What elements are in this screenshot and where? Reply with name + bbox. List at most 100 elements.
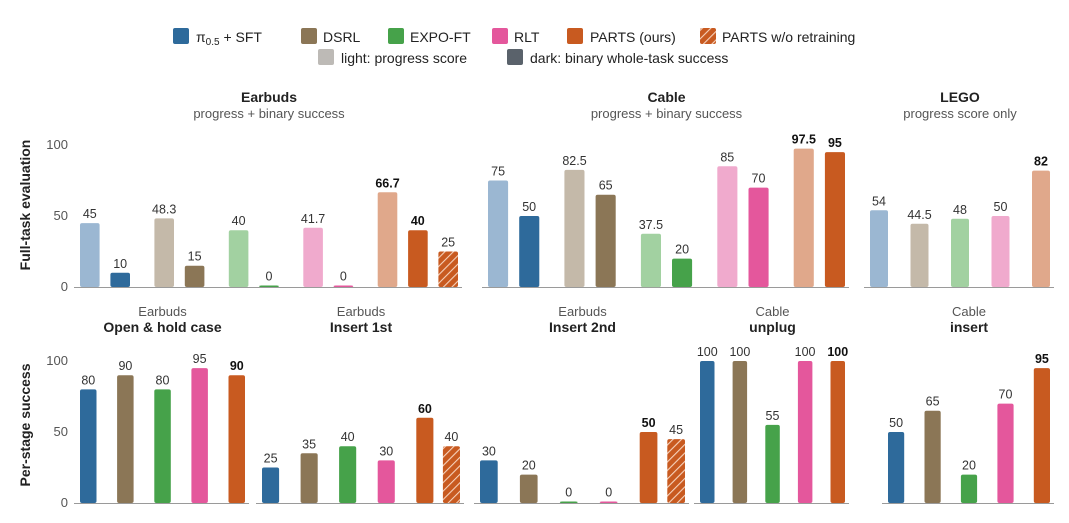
bar-rlt-dark [377, 460, 395, 503]
bar-value-label: 54 [872, 194, 886, 208]
bar-parts-dark [830, 361, 845, 503]
bar-value-label: 20 [962, 459, 976, 473]
panel-title: unplug [749, 319, 796, 335]
bar-parts-dark [228, 375, 245, 503]
bar-value-label: 70 [752, 172, 766, 186]
bar-expo-ft-dark [154, 389, 171, 503]
bar-dsrl-light [910, 223, 929, 287]
bar-pi05-sft-dark [262, 467, 280, 503]
bar-value-label: 55 [766, 409, 780, 423]
bar-dsrl-light [564, 169, 585, 287]
bar-expo-ft-light [228, 230, 249, 287]
bar-value-label: 100 [729, 345, 750, 359]
bar-value-label: 0 [340, 270, 347, 284]
bar-value-label: 25 [441, 236, 455, 250]
bar-value-label: 75 [491, 165, 505, 179]
panel-subtitle: progress score only [903, 106, 1017, 121]
bar-value-label: 40 [341, 430, 355, 444]
y-tick-label: 100 [46, 353, 68, 368]
bar-rlt-light [303, 227, 323, 287]
legend-swatch-parts-noretrain [700, 28, 716, 44]
bar-value-label: 44.5 [907, 208, 931, 222]
legend-swatch-dsrl [301, 28, 317, 44]
bar-value-label: 50 [522, 200, 536, 214]
bar-pi05-sft-light [870, 210, 888, 287]
bar-value-label: 65 [926, 395, 940, 409]
bar-value-label: 45 [83, 207, 97, 221]
y-label-top: Full-task evaluation [17, 140, 33, 271]
bar-value-label: 50 [994, 200, 1008, 214]
bar-parts-dark [1033, 368, 1050, 503]
bar-value-label: 97.5 [792, 133, 816, 147]
bar-value-label: 0 [266, 270, 273, 284]
legend-label-parts-noretrain: PARTS w/o retraining [722, 29, 855, 45]
bar-rlt-dark [191, 368, 208, 503]
legend-item-dark: dark: binary whole-task success [507, 49, 728, 66]
bar-value-label: 60 [418, 402, 432, 416]
bar-value-label: 50 [889, 416, 903, 430]
panel-title: Earbuds [241, 89, 297, 105]
bar-value-label: 80 [156, 373, 170, 387]
bar-value-label: 100 [795, 345, 816, 359]
bar-value-label: 70 [999, 388, 1013, 402]
panel-title: insert [950, 319, 988, 335]
bar-value-label: 48.3 [152, 202, 176, 216]
panel-subtitle: progress + binary success [591, 106, 743, 121]
y-tick-label: 0 [61, 279, 68, 294]
bar-pi05-sft-light [80, 223, 100, 287]
bar-parts-noretrain-hatch [667, 439, 685, 503]
bar-value-label: 90 [118, 359, 132, 373]
legend-swatch-light [318, 49, 334, 65]
legend-item-dsrl: DSRL [301, 28, 361, 45]
bar-value-label: 40 [444, 430, 458, 444]
legend-label-parts: PARTS (ours) [590, 29, 676, 45]
bar-value-label: 15 [188, 250, 202, 264]
bar-dsrl-dark [732, 361, 748, 503]
bar-dsrl-dark [595, 194, 616, 287]
bar-dsrl-dark [117, 375, 134, 503]
bar-rlt-dark [599, 501, 618, 503]
panel-subtitle: Cable [756, 304, 790, 319]
legend-swatch-parts [567, 28, 583, 44]
bar-parts-dark [416, 417, 434, 503]
panel-subtitle: Earbuds [337, 304, 386, 319]
panel-subtitle: Earbuds [558, 304, 607, 319]
bar-parts-noretrain-hatch [442, 446, 460, 503]
legend-label-light: light: progress score [341, 50, 467, 66]
bar-value-label: 30 [379, 444, 393, 458]
bar-parts-noretrain-hatch [438, 251, 458, 287]
bar-pi05-sft-dark [700, 361, 715, 503]
bar-value-label: 40 [411, 214, 425, 228]
bar-value-label: 82.5 [562, 154, 586, 168]
bar-value-label: 82 [1034, 155, 1048, 169]
legend-item-parts-noretrain: PARTS w/o retraining [700, 28, 855, 45]
legend-item-expo-ft: EXPO-FT [388, 28, 471, 45]
bar-parts-light [793, 148, 814, 287]
y-label-bottom: Per-stage success [17, 363, 33, 486]
panel-subtitle: Cable [952, 304, 986, 319]
bar-expo-ft-dark [259, 285, 279, 287]
bar-value-label: 48 [953, 203, 967, 217]
legend-item-rlt: RLT [492, 28, 540, 45]
bar-rlt-dark [997, 403, 1014, 503]
bar-value-label: 41.7 [301, 212, 325, 226]
legend-swatch-pi05-sft [173, 28, 189, 44]
bar-rlt-light [991, 216, 1010, 287]
chart-panels: Earbuds progress + binary success 0 50 100 45… [46, 89, 1054, 510]
legend: π0.5 + SFT DSRL EXPO-FT RLT PARTS (ours)… [173, 28, 855, 66]
y-tick-label: 50 [54, 424, 68, 439]
legend-label-dsrl: DSRL [323, 29, 361, 45]
bar-pi05-sft-light [488, 180, 509, 287]
bar-value-label: 30 [482, 444, 496, 458]
y-tick-label: 0 [61, 495, 68, 510]
bar-expo-ft-dark [559, 501, 578, 503]
bar-value-label: 65 [599, 179, 613, 193]
bar-value-label: 100 [827, 345, 848, 359]
